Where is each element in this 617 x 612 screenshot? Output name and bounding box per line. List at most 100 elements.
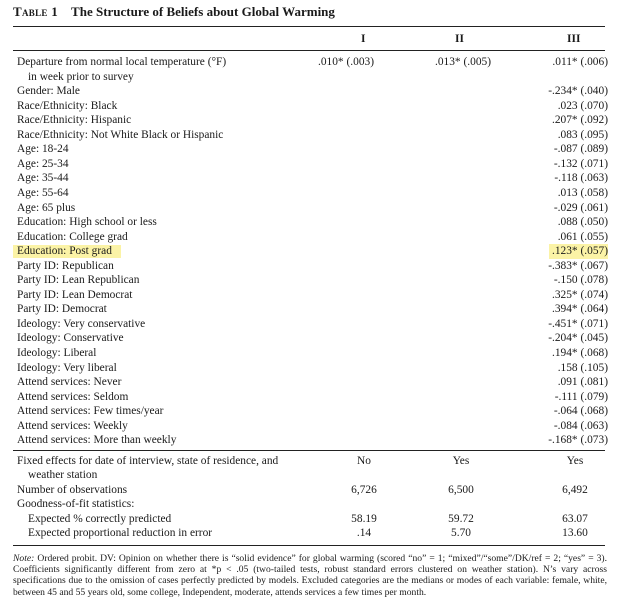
row-label: Goodness-of-fit statistics:	[17, 498, 135, 510]
table-row: Ideology: Liberal .194* (.068)	[0, 346, 617, 361]
cell-column-3: .061 (.055)	[557, 230, 608, 243]
table-row: Departure from normal local temperature …	[0, 55, 617, 70]
table-row: Expected proportional reduction in error…	[0, 526, 617, 541]
column-header-1: I	[361, 33, 366, 45]
cell-column-3: .023 (.070)	[557, 99, 608, 112]
cell-column-3: .207* (.092)	[552, 114, 608, 127]
table-row: Party ID: Lean Republican -.150 (.078)	[0, 273, 617, 288]
row-label: Ideology: Liberal	[17, 347, 97, 359]
cell-column-3: -.168* (.073)	[548, 434, 608, 447]
cell-column-3: .394* (.064)	[552, 303, 608, 316]
cell-column-3: -.451* (.071)	[548, 317, 608, 330]
cell-column-1: .14	[356, 527, 372, 539]
cell-column-3: .088 (.050)	[557, 216, 608, 229]
row-label: Ideology: Very liberal	[17, 361, 117, 374]
cell-column-3: -.064 (.068)	[553, 405, 608, 418]
cell-column-1: 6,726	[351, 484, 377, 496]
row-label: Attend services: Never	[17, 376, 122, 389]
table-row: Education: Post grad .123* (.057)	[0, 244, 617, 259]
cell-column-3: .013 (.058)	[557, 186, 608, 199]
cell-column-2: 5.70	[451, 527, 471, 539]
cell-column-3: 6,492	[562, 484, 588, 496]
row-label: Age: 65 plus	[17, 201, 76, 214]
cell-column-3: -.087 (.089)	[553, 143, 608, 156]
row-label: Attend services: Seldom	[17, 390, 129, 403]
table-row: Age: 55-64 .013 (.058)	[0, 186, 617, 201]
column-header-2: II	[455, 33, 464, 45]
table-row: Age: 18-24 -.087 (.089)	[0, 142, 617, 157]
row-label: Age: 18-24	[17, 143, 69, 156]
table-label: Table 1	[13, 4, 59, 19]
table-row: Gender: Male -.234* (.040)	[0, 84, 617, 99]
row-label: Fixed effects for date of interview, sta…	[17, 455, 279, 467]
row-label: Party ID: Lean Republican	[17, 274, 140, 287]
row-label: Age: 25-34	[17, 157, 69, 170]
row-label: Race/Ethnicity: Black	[17, 99, 118, 112]
cell-column-3: 63.07	[562, 513, 588, 525]
cell-column-1: .010* (.003)	[318, 56, 374, 68]
table-note: Note: Ordered probit. DV: Opinion on whe…	[13, 553, 607, 598]
cell-column-3: -.118 (.063)	[554, 172, 608, 185]
bottom-rule	[13, 545, 605, 546]
row-label: Race/Ethnicity: Not White Black or Hispa…	[17, 128, 224, 141]
cell-column-3: Yes	[566, 455, 584, 467]
table-row: Race/Ethnicity: Black .023 (.070)	[0, 99, 617, 114]
cell-column-3: .158 (.105)	[557, 361, 608, 374]
table-title-text: The Structure of Beliefs about Global Wa…	[71, 4, 335, 19]
top-rule	[13, 26, 605, 27]
cell-column-1: 58.19	[351, 513, 377, 525]
cell-column-3: -.383* (.067)	[548, 259, 608, 272]
highlight-mark	[13, 245, 121, 259]
cell-column-3: .325* (.074)	[552, 288, 608, 301]
row-label: Number of observations	[17, 484, 128, 496]
table-row: Ideology: Conservative -.204* (.045)	[0, 331, 617, 346]
cell-column-3: .083 (.095)	[557, 128, 608, 141]
header-rule	[13, 50, 605, 51]
row-label: in week prior to survey	[28, 70, 134, 83]
table-row: weather station	[0, 468, 617, 483]
table-row: Attend services: More than weekly -.168* …	[0, 433, 617, 448]
row-label: Attend services: Few times/year	[17, 405, 164, 418]
table-row: Race/Ethnicity: Hispanic .207* (.092)	[0, 113, 617, 128]
table-row: Attend services: Weekly -.084 (.063)	[0, 419, 617, 434]
table-row: Attend services: Seldom -.111 (.079)	[0, 390, 617, 405]
row-label: Ideology: Conservative	[17, 332, 124, 345]
cell-column-2: Yes	[452, 455, 470, 467]
row-label: Gender: Male	[17, 85, 80, 98]
cell-column-3: .091 (.081)	[557, 376, 608, 389]
row-label: Age: 35-44	[17, 172, 69, 185]
cell-column-3: -.204* (.045)	[548, 332, 608, 345]
row-label: Attend services: More than weekly	[17, 434, 177, 447]
note-label: Note:	[13, 553, 35, 564]
table-row: Race/Ethnicity: Not White Black or Hispa…	[0, 128, 617, 143]
table-row: Ideology: Very liberal .158 (.105)	[0, 361, 617, 376]
cell-column-3: -.111 (.079)	[554, 390, 608, 403]
cell-column-3: -.150 (.078)	[553, 274, 608, 287]
table-row: Ideology: Very conservative -.451* (.071)	[0, 317, 617, 332]
table-row: Education: College grad .061 (.055)	[0, 230, 617, 245]
table-row: Attend services: Few times/year -.064 (.0…	[0, 404, 617, 419]
row-label: Ideology: Very conservative	[17, 317, 146, 330]
cell-column-3: -.029 (.061)	[553, 201, 608, 214]
table-row: Attend services: Never .091 (.081)	[0, 375, 617, 390]
row-label: Education: Post grad	[17, 245, 112, 258]
column-header-3: III	[567, 33, 581, 45]
row-label: Attend services: Weekly	[17, 419, 128, 432]
row-label: Expected proportional reduction in error	[28, 527, 213, 539]
table-row: Age: 65 plus -.029 (.061)	[0, 201, 617, 216]
row-label: Departure from normal local temperature …	[17, 56, 227, 68]
table-row: Age: 35-44 -.118 (.063)	[0, 171, 617, 186]
table-row: Fixed effects for date of interview, sta…	[0, 454, 617, 469]
table-title: Table 1 The Structure of Beliefs about G…	[13, 4, 335, 20]
row-label: Party ID: Republican	[17, 259, 114, 272]
cell-column-2: 6,500	[448, 484, 474, 496]
table-row: Goodness-of-fit statistics:	[0, 497, 617, 512]
table-row: Party ID: Democrat .394* (.064)	[0, 302, 617, 317]
row-label: weather station	[28, 469, 98, 481]
table-row: Expected % correctly predicted 58.19 59.72…	[0, 512, 617, 527]
row-label: Party ID: Lean Democrat	[17, 288, 133, 301]
cell-column-3: .123* (.057)	[549, 244, 608, 259]
row-label: Education: High school or less	[17, 216, 157, 229]
row-label: Expected % correctly predicted	[28, 513, 172, 525]
